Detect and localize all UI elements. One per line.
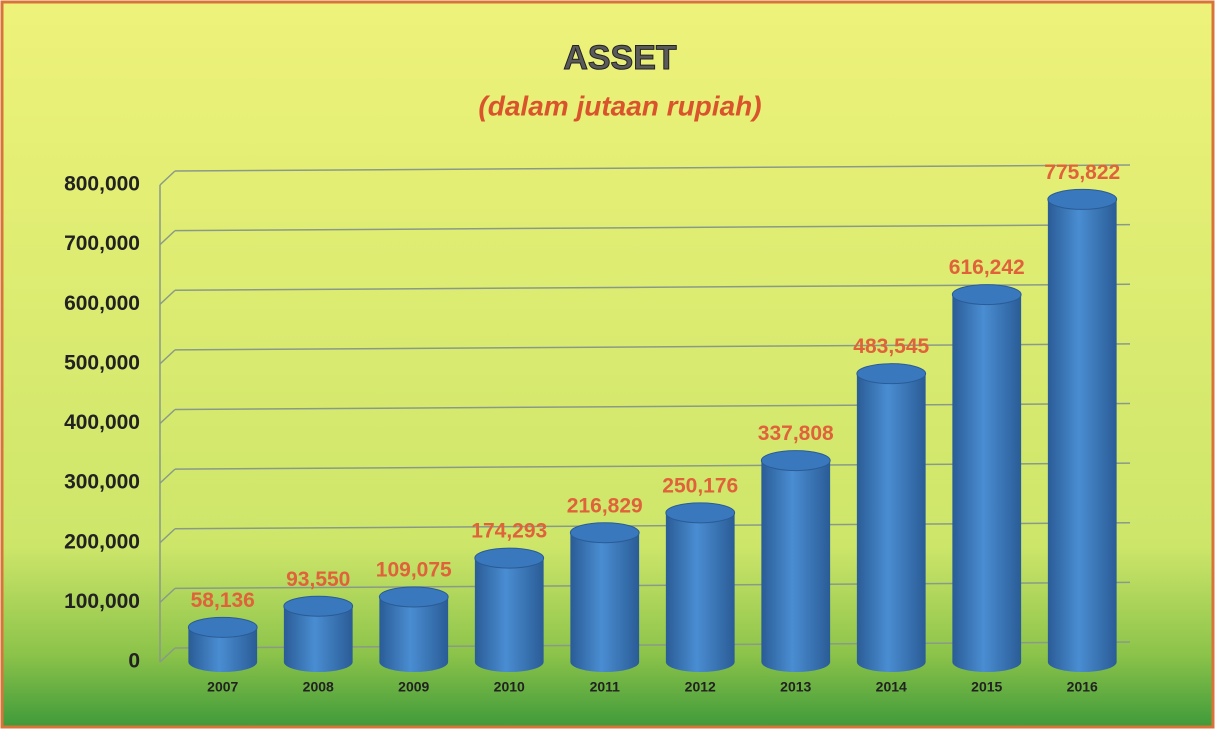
x-tick-label: 2012 — [685, 679, 716, 695]
grid-line — [159, 289, 176, 305]
x-tick-label: 2016 — [1067, 679, 1098, 695]
grid-line — [174, 164, 1131, 172]
value-label: 109,075 — [376, 559, 452, 582]
value-label: 216,829 — [567, 494, 643, 517]
bar-top — [378, 586, 449, 608]
x-tick-label: 2010 — [494, 679, 525, 695]
y-tick-label: 0 — [128, 650, 140, 673]
value-label: 483,545 — [853, 335, 929, 358]
y-tick-label: 200,000 — [64, 530, 140, 553]
value-label: 337,808 — [758, 422, 834, 445]
bar — [379, 586, 449, 672]
grid-line — [159, 230, 176, 246]
bar-top — [951, 284, 1022, 306]
grid-line — [174, 223, 1131, 232]
y-tick-label: 800,000 — [64, 173, 140, 196]
bar-top — [283, 595, 354, 617]
y-tick-label: 500,000 — [64, 351, 140, 374]
value-label: 174,293 — [471, 520, 547, 543]
bar — [474, 548, 544, 673]
value-label: 93,550 — [286, 568, 350, 591]
bar — [761, 450, 831, 673]
bar — [1047, 189, 1117, 673]
x-tick-label: 2008 — [303, 679, 334, 695]
bar — [665, 502, 735, 673]
grid-line — [159, 528, 176, 544]
x-tick-label: 2009 — [398, 679, 429, 695]
value-label: 58,136 — [191, 589, 255, 612]
bar-top — [474, 547, 545, 569]
x-tick-label: 2011 — [590, 679, 621, 695]
chart-title: ASSET — [563, 39, 677, 77]
x-tick-label: 2015 — [971, 679, 1002, 695]
bar-top — [760, 450, 831, 472]
y-tick-label: 100,000 — [64, 590, 140, 613]
grid-line — [159, 408, 176, 425]
bar — [570, 522, 640, 673]
y-tick-label: 700,000 — [64, 232, 140, 255]
value-label: 250,176 — [662, 474, 738, 497]
bar — [856, 363, 926, 673]
x-tick-label: 2014 — [876, 679, 907, 695]
x-tick-label: 2007 — [207, 679, 238, 695]
y-tick-label: 300,000 — [64, 471, 140, 494]
bar-top — [569, 522, 640, 544]
bar-top — [1047, 188, 1118, 210]
bar — [952, 284, 1022, 673]
bar-top — [187, 616, 258, 638]
x-tick-label: 2013 — [780, 679, 811, 695]
grid-line — [159, 349, 176, 365]
y-tick-label: 400,000 — [64, 411, 140, 434]
grid-line — [159, 170, 176, 186]
value-label: 616,242 — [949, 256, 1025, 279]
grid-line — [159, 647, 176, 663]
value-label: 775,822 — [1044, 161, 1120, 184]
bar-top — [665, 502, 736, 524]
y-tick-label: 600,000 — [64, 292, 140, 315]
grid-line — [159, 587, 176, 603]
chart-subtitle: (dalam jutaan rupiah) — [478, 90, 761, 121]
bar-top — [856, 363, 927, 385]
grid-line — [159, 468, 176, 484]
